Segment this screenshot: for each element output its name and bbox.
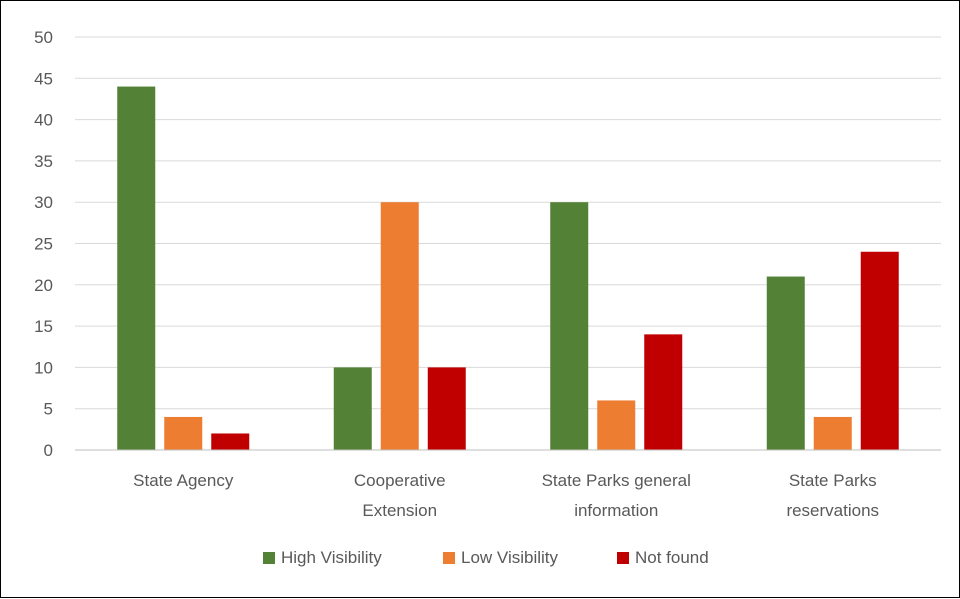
legend-swatch [617, 552, 629, 564]
x-category-label: State Parks general [542, 471, 691, 490]
legend-swatch [263, 552, 275, 564]
x-category-label: State Agency [133, 471, 234, 490]
y-axis: 0 5 10 15 20 25 30 35 40 45 50 [34, 28, 53, 460]
x-category-label: information [574, 501, 658, 520]
legend-label: Not found [635, 548, 709, 567]
y-tick-label: 20 [34, 276, 53, 295]
y-tick-label: 45 [34, 69, 53, 88]
gridlines [75, 36, 941, 410]
x-category-label: Extension [362, 501, 437, 520]
y-tick-label: 5 [44, 400, 53, 419]
bar-not-found [644, 334, 683, 450]
bar-low-visibility [164, 416, 203, 450]
x-category-label: reservations [786, 501, 879, 520]
legend: High Visibility Low Visibility Not found [263, 548, 709, 567]
bar-not-found [211, 433, 250, 450]
bar-high-visibility [333, 367, 372, 450]
bar-high-visibility [117, 86, 156, 450]
y-tick-label: 25 [34, 235, 53, 254]
y-tick-label: 50 [34, 28, 53, 47]
bar-low-visibility [380, 202, 419, 450]
x-category-label: Cooperative [354, 471, 446, 490]
legend-swatch [443, 552, 455, 564]
legend-label: Low Visibility [461, 548, 559, 567]
legend-label: High Visibility [281, 548, 382, 567]
y-tick-label: 30 [34, 193, 53, 212]
bar-not-found [860, 251, 899, 450]
y-tick-label: 35 [34, 152, 53, 171]
y-tick-label: 15 [34, 317, 53, 336]
bar-low-visibility [597, 400, 636, 450]
y-tick-label: 10 [34, 358, 53, 377]
y-tick-label: 0 [44, 441, 53, 460]
bars [117, 86, 899, 450]
bar-low-visibility [813, 416, 852, 450]
bar-high-visibility [766, 276, 805, 450]
bar-high-visibility [550, 202, 589, 450]
x-category-label: State Parks [789, 471, 877, 490]
bar-not-found [427, 367, 466, 450]
y-tick-label: 40 [34, 111, 53, 130]
x-axis: State Agency Cooperative Extension State Pa… [75, 449, 941, 520]
